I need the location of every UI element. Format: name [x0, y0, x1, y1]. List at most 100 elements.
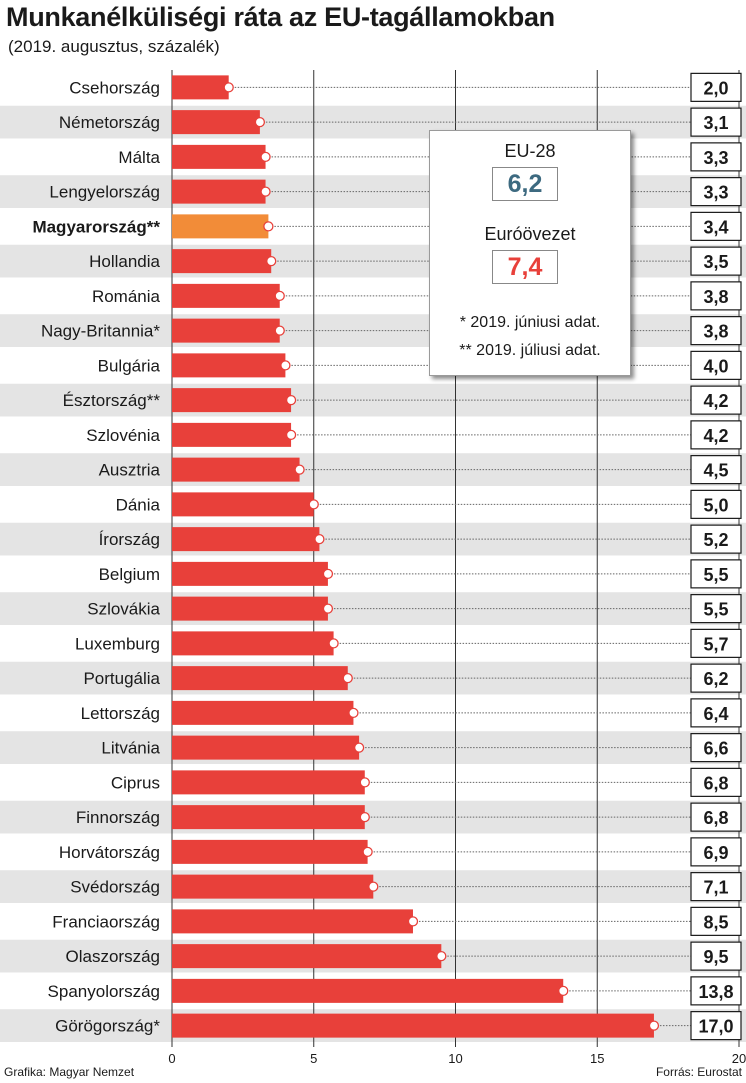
category-label: Csehország	[69, 78, 160, 97]
value-marker	[285, 429, 297, 441]
category-label: Spanyolország	[48, 982, 160, 1001]
category-label: Olaszország	[66, 947, 160, 966]
value-label: 4,5	[703, 461, 728, 481]
value-marker	[285, 394, 297, 406]
value-marker	[280, 360, 291, 371]
credit-text: Grafika: Magyar Nemzet	[4, 1065, 135, 1079]
category-label: Bulgária	[98, 356, 161, 375]
value-label: 4,0	[703, 356, 728, 376]
value-box	[690, 281, 742, 311]
value-label: 2,0	[703, 78, 728, 98]
eu-label: EU-28	[504, 141, 556, 161]
value-box	[690, 1011, 742, 1041]
value-label: 5,0	[703, 495, 728, 515]
value-marker	[314, 533, 325, 545]
value-label: 6,9	[703, 843, 728, 863]
source-text: Forrás: Eurostat	[655, 1065, 742, 1079]
value-box	[690, 420, 742, 450]
value-box	[690, 246, 742, 276]
bar	[172, 735, 360, 760]
value-marker	[274, 325, 285, 336]
value-box	[690, 872, 742, 902]
value-marker	[362, 846, 373, 858]
eurozone-label: Euróövezet	[484, 224, 576, 244]
category-label: Szlovákia	[87, 600, 160, 619]
value-box	[690, 211, 742, 241]
x-tick-label: 0	[168, 1051, 175, 1066]
value-marker	[328, 638, 339, 649]
bar	[172, 527, 320, 552]
value-label: 6,6	[703, 739, 728, 759]
value-label: 5,5	[703, 565, 728, 585]
value-marker	[436, 950, 447, 962]
value-box	[690, 385, 742, 415]
x-tick-label: 20	[732, 1051, 746, 1066]
bar	[172, 770, 365, 795]
category-label: Litvánia	[101, 739, 160, 758]
bar	[172, 214, 269, 239]
category-label: Németország	[59, 113, 160, 132]
value-box	[690, 663, 742, 693]
x-tick-label: 15	[590, 1051, 604, 1066]
value-box	[690, 524, 742, 554]
value-marker	[359, 811, 370, 823]
bar	[172, 110, 260, 135]
bar	[172, 596, 328, 621]
bar	[172, 561, 328, 586]
bar	[172, 422, 292, 447]
row-stripe	[0, 800, 746, 834]
row-stripe	[0, 731, 746, 764]
value-label: 3,4	[703, 217, 728, 237]
value-box	[690, 628, 742, 658]
value-label: 6,8	[703, 773, 728, 793]
value-marker	[308, 499, 319, 510]
value-label: 5,2	[703, 530, 728, 550]
note-july: ** 2019. júliusi adat.	[459, 342, 601, 359]
category-label: Magyarország**	[32, 217, 160, 236]
value-box	[690, 107, 742, 137]
bar	[172, 839, 368, 864]
value-box	[690, 559, 742, 589]
value-box	[690, 837, 742, 867]
bar	[172, 666, 348, 691]
value-box	[690, 733, 742, 763]
value-label: 5,5	[703, 600, 728, 620]
chart-title: Munkanélküliségi ráta az EU-tagállamokba…	[6, 2, 555, 32]
value-label: 9,5	[703, 947, 728, 967]
value-box	[690, 767, 742, 797]
value-box	[690, 489, 742, 519]
value-box	[690, 455, 742, 485]
value-box	[690, 177, 742, 207]
value-marker	[254, 116, 266, 128]
value-marker	[260, 186, 271, 197]
bar	[172, 318, 280, 343]
value-label: 3,5	[703, 252, 728, 272]
bar	[172, 492, 314, 517]
value-label: 3,8	[703, 322, 728, 342]
category-label: Hollandia	[89, 252, 160, 271]
value-label: 4,2	[703, 391, 728, 411]
value-marker	[294, 464, 305, 475]
value-marker	[263, 221, 274, 232]
value-marker	[342, 672, 353, 684]
category-label: Szlovénia	[86, 426, 160, 445]
category-label: Luxemburg	[75, 634, 160, 653]
value-box	[690, 350, 742, 380]
value-marker	[407, 916, 419, 927]
value-label: 17,0	[698, 1017, 733, 1037]
category-label: Lengyelország	[49, 183, 160, 202]
bar	[172, 75, 229, 100]
category-label: Lettország	[81, 704, 160, 723]
bar	[172, 805, 365, 830]
category-label: Ciprus	[111, 773, 160, 792]
value-marker	[322, 568, 334, 580]
value-marker	[353, 742, 365, 753]
value-label: 3,1	[703, 113, 728, 133]
value-marker	[266, 255, 277, 267]
x-tick-label: 5	[310, 1051, 317, 1066]
bar	[172, 144, 266, 169]
value-label: 5,7	[703, 634, 728, 654]
value-label: 7,1	[703, 878, 728, 898]
value-box	[690, 316, 742, 346]
